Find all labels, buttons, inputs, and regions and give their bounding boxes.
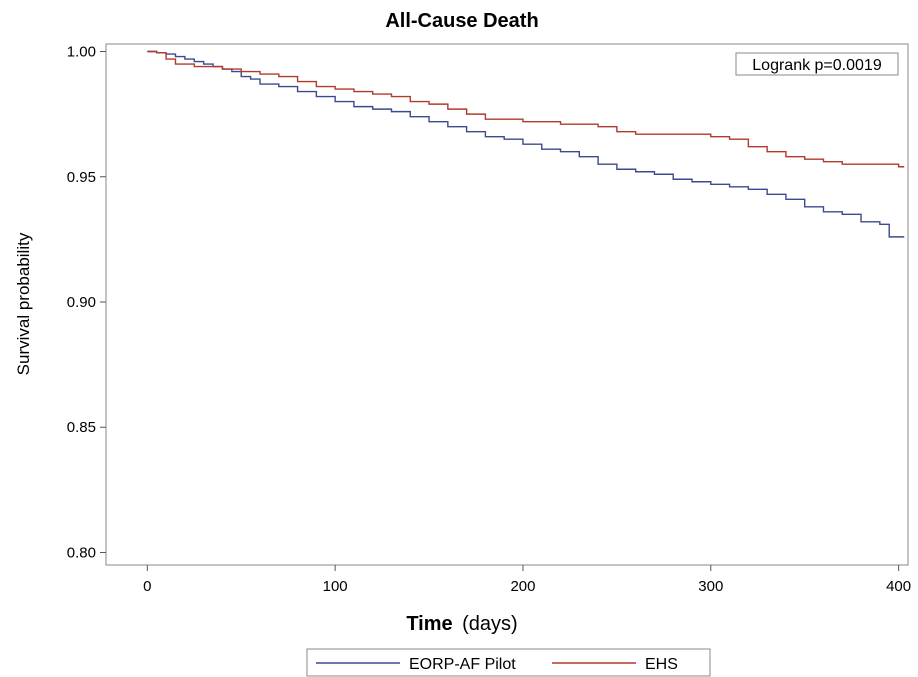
y-tick-label: 0.80 xyxy=(67,544,96,561)
x-axis-label-main: Time xyxy=(406,613,452,635)
y-tick-label: 0.95 xyxy=(67,169,96,186)
x-axis: 0 100 200 300 400 xyxy=(143,565,911,595)
series-line-eorp-af-pilot xyxy=(147,50,905,238)
legend-label-ehs: EHS xyxy=(645,656,678,673)
y-axis-label: Survival probability xyxy=(14,232,33,375)
legend-label-eorp: EORP-AF Pilot xyxy=(409,656,516,673)
y-tick-label: 0.85 xyxy=(67,419,96,436)
series-layer xyxy=(147,50,905,238)
plot-frame xyxy=(105,43,909,566)
annotation-frame xyxy=(735,52,899,76)
x-axis-label: Time (days) xyxy=(406,613,517,635)
x-tick-label: 0 xyxy=(143,578,151,595)
annotation-box: Logrank p=0.0019 xyxy=(735,52,899,76)
logrank-annotation: Logrank p=0.0019 xyxy=(752,57,882,74)
series-line-ehs xyxy=(147,50,905,168)
legend: EORP-AF Pilot EHS xyxy=(306,648,711,677)
y-axis: 0.80 0.85 0.90 0.95 1.00 xyxy=(67,44,106,561)
y-tick-label: 1.00 xyxy=(67,44,96,61)
x-tick-label: 300 xyxy=(698,578,723,595)
x-tick-label: 100 xyxy=(323,578,348,595)
x-axis-label-unit: (days) xyxy=(462,613,518,635)
x-tick-label: 400 xyxy=(886,578,911,595)
y-tick-label: 0.90 xyxy=(67,294,96,311)
x-tick-label: 200 xyxy=(510,578,535,595)
chart-title: All-Cause Death xyxy=(385,10,538,32)
